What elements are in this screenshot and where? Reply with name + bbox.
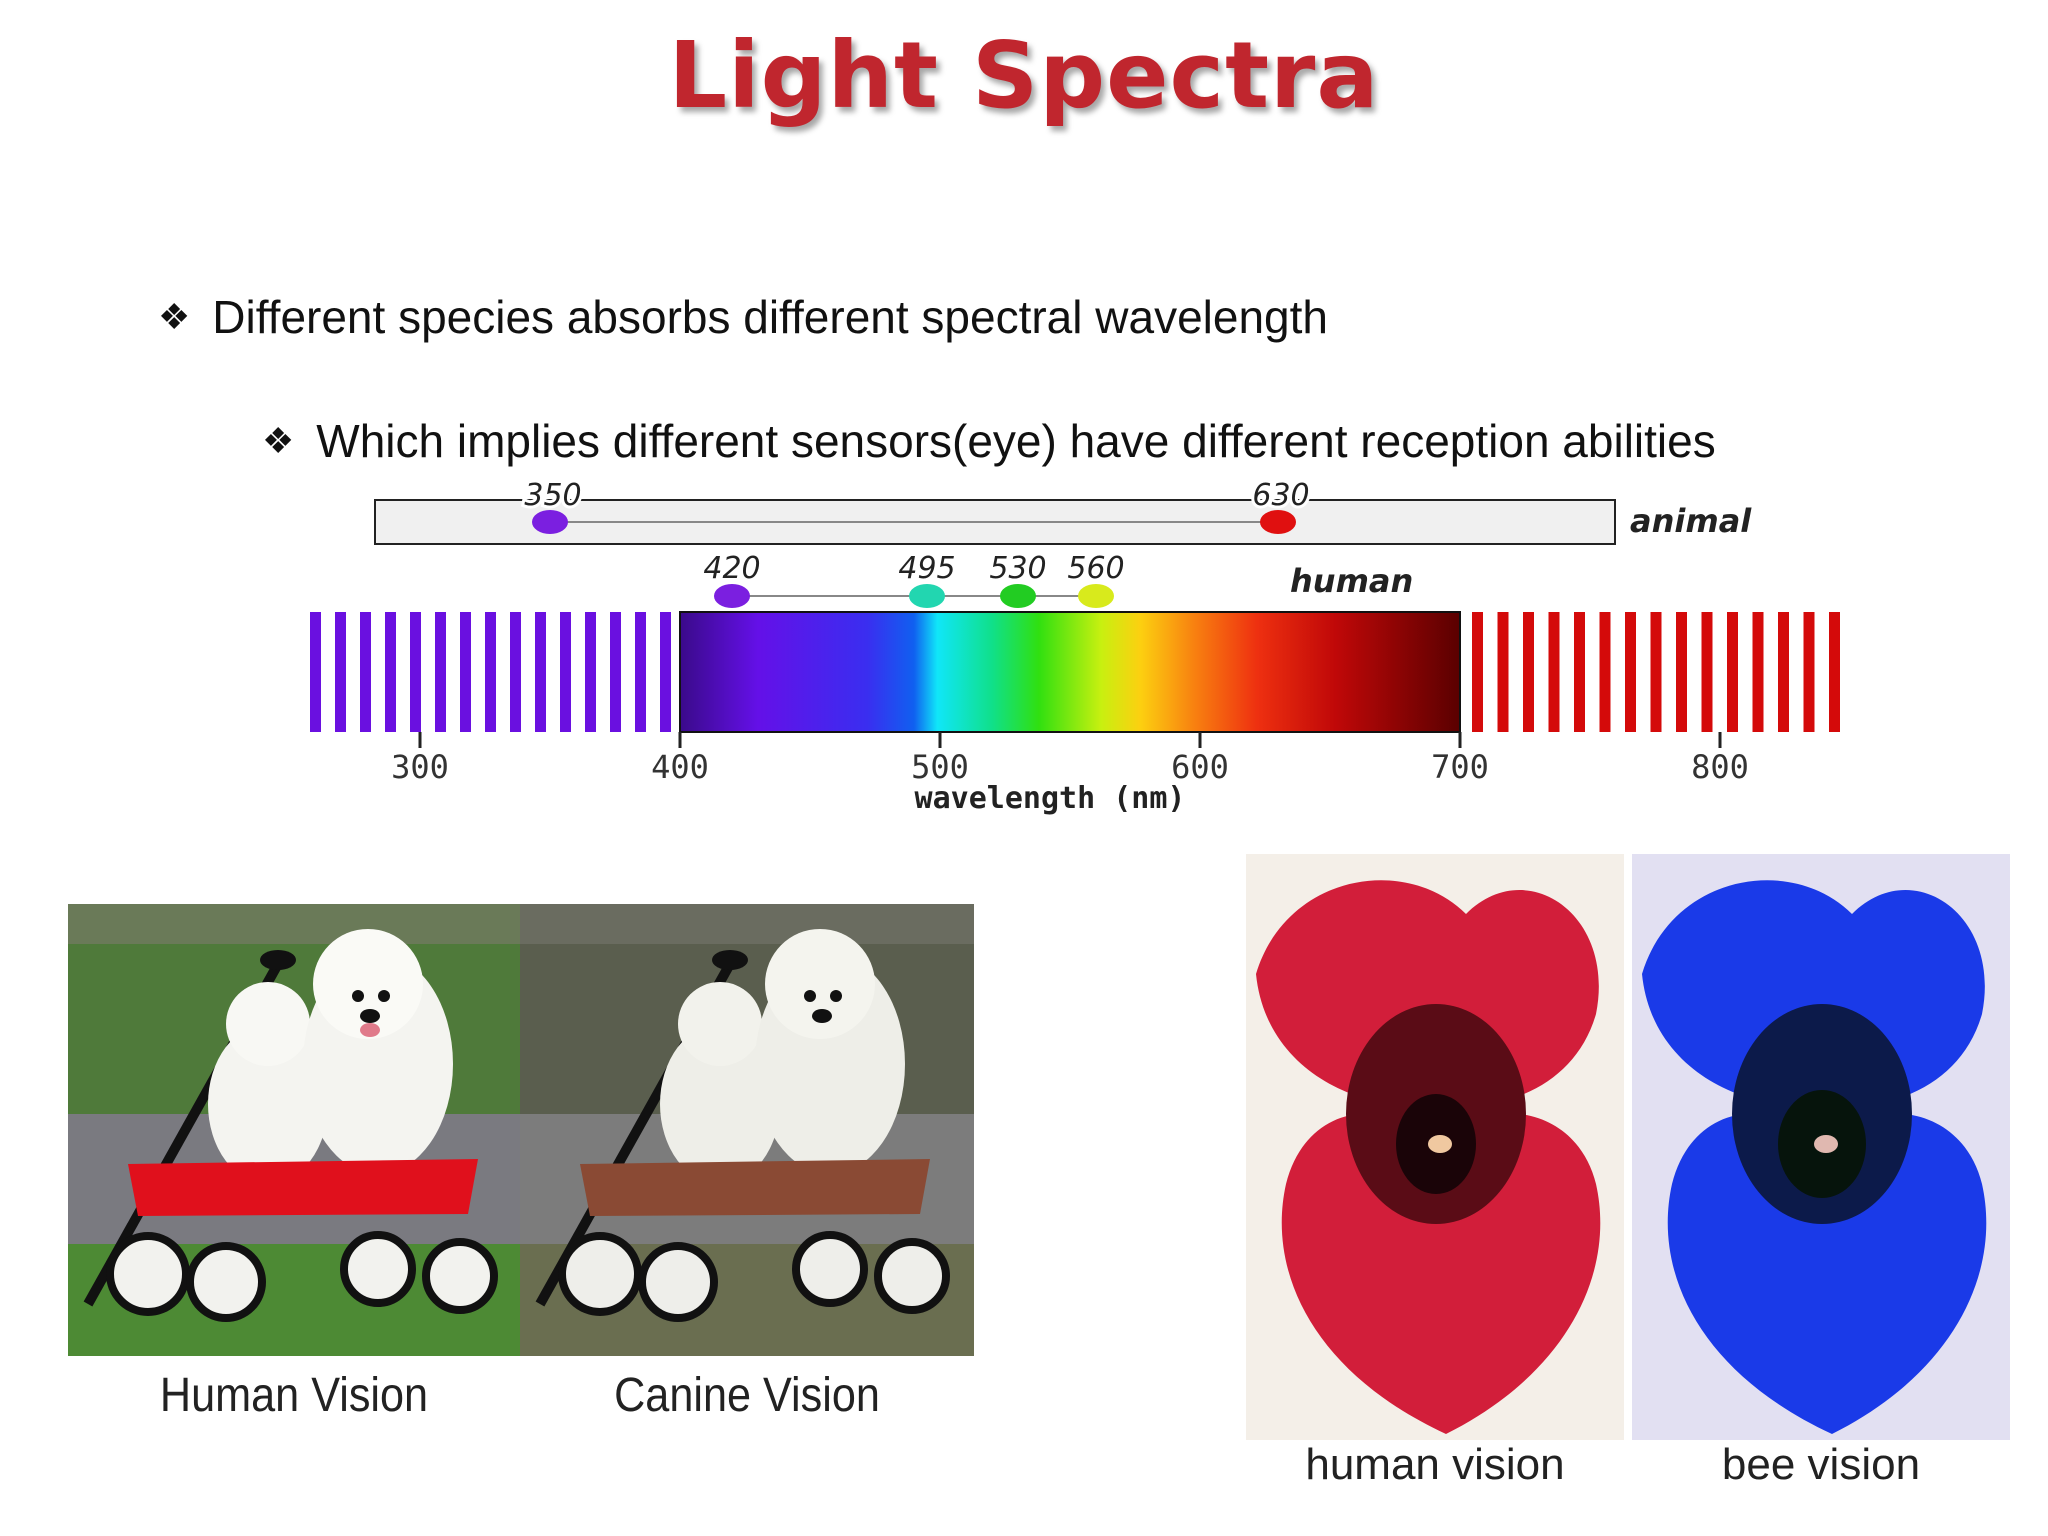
bullet-point: ❖ Different species absorbs different sp… bbox=[158, 290, 1328, 344]
infrared-stripes bbox=[1472, 612, 1840, 732]
ir-stripe bbox=[1599, 612, 1611, 732]
top-petal bbox=[1256, 880, 1599, 1106]
ir-stripe bbox=[1625, 612, 1636, 732]
animal-max-marker bbox=[1260, 510, 1296, 534]
ir-stripe bbox=[1778, 612, 1789, 732]
human-receptor-label: 530 bbox=[989, 551, 1046, 586]
ir-stripe bbox=[1497, 612, 1509, 732]
axis-tick-label: 400 bbox=[651, 748, 709, 786]
ir-stripe bbox=[1829, 612, 1840, 732]
animal-min-marker bbox=[532, 510, 568, 534]
axis-tick-label: 500 bbox=[911, 748, 969, 786]
bee-vision-flower-caption: bee vision bbox=[1721, 1440, 1921, 1489]
uv-stripe bbox=[610, 612, 621, 732]
human-receptor-label: 420 bbox=[703, 551, 760, 586]
brown-wagon bbox=[580, 1159, 930, 1216]
bottom-petal bbox=[1667, 1113, 1987, 1434]
ir-stripe bbox=[1752, 612, 1764, 732]
slide-title: Light Spectra bbox=[668, 22, 1380, 129]
uv-stripe bbox=[560, 612, 571, 732]
human-label: human bbox=[1290, 562, 1413, 600]
bullet-point: ❖ Which implies different sensors(eye) h… bbox=[262, 414, 1716, 468]
human-receptor-marker bbox=[1078, 584, 1114, 608]
bullet-text: Which implies different sensors(eye) hav… bbox=[316, 415, 1716, 467]
axis-tick-label: 700 bbox=[1431, 748, 1489, 786]
uv-stripe bbox=[310, 612, 321, 732]
uv-stripe bbox=[460, 612, 471, 732]
bee-vision-flower-photo bbox=[1632, 854, 2010, 1440]
ir-stripe bbox=[1650, 612, 1662, 732]
ir-stripe bbox=[1472, 612, 1483, 732]
human-receptor-marker bbox=[714, 584, 750, 608]
top-petal bbox=[1642, 880, 1985, 1106]
diamond-bullet-icon: ❖ bbox=[262, 420, 295, 461]
animal-label: animal bbox=[1630, 502, 1752, 540]
human-vision-caption: Human Vision bbox=[159, 1369, 429, 1422]
diamond-bullet-icon: ❖ bbox=[158, 296, 191, 337]
ir-stripe bbox=[1548, 612, 1560, 732]
human-vision-flower-caption: human vision bbox=[1305, 1440, 1565, 1489]
canine-vision-dog-photo bbox=[520, 904, 974, 1356]
ir-stripe bbox=[1701, 612, 1713, 732]
axis-tick-label: 600 bbox=[1171, 748, 1229, 786]
axis-label: wavelength (nm) bbox=[915, 781, 1186, 816]
ir-stripe bbox=[1803, 612, 1815, 732]
animal-max-label: 630 bbox=[1252, 478, 1309, 513]
uv-stripe bbox=[435, 612, 446, 732]
uv-stripe bbox=[335, 612, 346, 732]
uv-stripe bbox=[385, 612, 396, 732]
wavelength-spectrum-diagram: 350 630 animal 420 495 530 560 human 300 400… bbox=[310, 475, 1840, 816]
ir-stripe bbox=[1676, 612, 1687, 732]
human-receptor-marker bbox=[909, 584, 945, 608]
human-receptor-marker bbox=[1000, 584, 1036, 608]
uv-stripe bbox=[660, 612, 671, 732]
uv-stripe bbox=[535, 612, 546, 732]
red-wagon bbox=[128, 1159, 478, 1216]
human-vision-flower-photo bbox=[1246, 854, 1624, 1440]
ir-stripe bbox=[1523, 612, 1534, 732]
axis-tick-label: 300 bbox=[391, 748, 449, 786]
uv-stripe bbox=[585, 612, 596, 732]
ir-stripe bbox=[1727, 612, 1738, 732]
bullet-text: Different species absorbs different spec… bbox=[212, 291, 1328, 343]
animal-min-label: 350 bbox=[524, 478, 581, 513]
bottom-petal bbox=[1281, 1113, 1601, 1434]
human-receptor-label: 560 bbox=[1067, 551, 1124, 586]
axis-tick-label: 800 bbox=[1691, 748, 1749, 786]
uv-stripe bbox=[360, 612, 371, 732]
uv-stripe bbox=[510, 612, 521, 732]
human-receptor-label: 495 bbox=[898, 551, 955, 586]
human-vision-dog-photo bbox=[68, 904, 520, 1356]
uv-stripe bbox=[635, 612, 646, 732]
uv-stripe bbox=[410, 612, 421, 732]
ultraviolet-stripes bbox=[310, 612, 671, 732]
canine-vision-caption: Canine Vision bbox=[614, 1369, 880, 1422]
ir-stripe bbox=[1574, 612, 1585, 732]
visible-spectrum-band bbox=[679, 611, 1461, 733]
uv-stripe bbox=[485, 612, 496, 732]
